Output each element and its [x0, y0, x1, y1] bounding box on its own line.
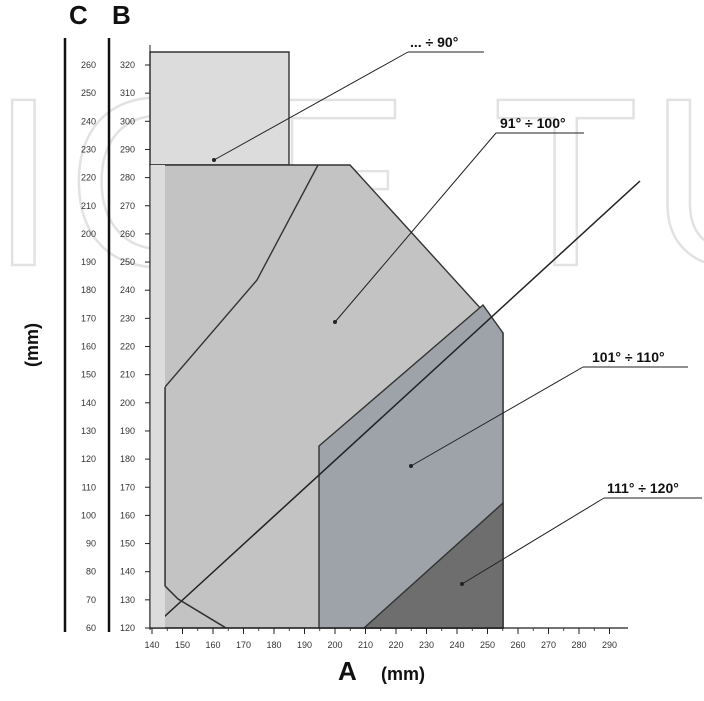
- label-101-110: 101° ÷ 110°: [409, 349, 688, 468]
- b-axis-ticks: 120 130 140 150 160 170 180 190 200 210 220 230 240 2…: [120, 60, 150, 633]
- x-tick-label: 160: [205, 640, 220, 650]
- b-tick-label: 150: [120, 539, 135, 549]
- c-tick-label: 120: [81, 454, 96, 464]
- b-tick-label: 200: [120, 398, 135, 408]
- b-tick-label: 300: [120, 116, 135, 126]
- x-tick-label: 250: [480, 640, 495, 650]
- b-tick-label: 180: [120, 454, 135, 464]
- zone-boundary-line-2: [164, 387, 227, 629]
- c-tick-label: 90: [86, 539, 96, 549]
- c-tick-label: 110: [82, 482, 96, 492]
- x-tick-label: 180: [266, 640, 281, 650]
- b-tick-label: 320: [120, 60, 135, 70]
- b-tick-label: 160: [120, 510, 135, 520]
- x-tick-label: 150: [175, 640, 190, 650]
- x-tick-label: 200: [327, 640, 342, 650]
- b-tick-label: 170: [120, 482, 135, 492]
- c-tick-label: 240: [81, 116, 96, 126]
- c-tick-label: 130: [81, 426, 96, 436]
- label-111-120: 111° ÷ 120°: [460, 480, 702, 586]
- b-tick-label: 270: [120, 201, 135, 211]
- c-tick-label: 70: [86, 595, 96, 605]
- zone-label-101-110: 101° ÷ 110°: [592, 349, 665, 365]
- b-tick-label: 240: [120, 285, 135, 295]
- c-tick-label: 200: [81, 229, 96, 239]
- b-tick-label: 310: [120, 88, 135, 98]
- c-tick-label: 160: [81, 342, 96, 352]
- zone-up-to-90-left-strip: [150, 165, 165, 628]
- b-tick-label: 290: [120, 144, 135, 154]
- c-tick-label: 140: [81, 398, 96, 408]
- b-tick-label: 210: [120, 370, 135, 380]
- axis-a-letter: A: [338, 656, 357, 686]
- c-tick-label: 60: [86, 623, 96, 633]
- c-tick-label: 180: [81, 285, 96, 295]
- b-tick-label: 260: [120, 229, 135, 239]
- x-axis-ticks: 140 150 160 170 180 190 200 210 220 230 240 250 260 2…: [144, 628, 617, 650]
- x-tick-label: 140: [144, 640, 159, 650]
- zone-label-up-to-90: ... ÷ 90°: [410, 34, 458, 50]
- x-tick-label: 240: [449, 640, 464, 650]
- c-tick-label: 230: [81, 144, 96, 154]
- axis-c-letter: C: [69, 0, 88, 30]
- c-tick-label: 190: [81, 257, 96, 267]
- c-tick-label: 220: [81, 173, 96, 183]
- b-tick-label: 130: [120, 595, 135, 605]
- b-tick-label: 220: [120, 342, 135, 352]
- zone-label-91-100: 91° ÷ 100°: [500, 115, 566, 131]
- x-tick-label: 170: [236, 640, 251, 650]
- x-tick-label: 230: [419, 640, 434, 650]
- c-tick-label: 250: [81, 88, 96, 98]
- axis-b-letter: B: [112, 0, 131, 30]
- zone-label-111-120: 111° ÷ 120°: [607, 480, 679, 496]
- y-unit-label: (mm): [22, 323, 42, 367]
- c-tick-label: 150: [81, 370, 96, 380]
- x-tick-label: 290: [602, 640, 617, 650]
- b-tick-label: 140: [120, 567, 135, 577]
- x-tick-label: 280: [571, 640, 586, 650]
- label-91-100: 91° ÷ 100°: [333, 115, 584, 324]
- label-up-to-90: ... ÷ 90°: [212, 34, 484, 162]
- x-unit-label: (mm): [381, 664, 425, 684]
- b-tick-label: 120: [120, 623, 135, 633]
- x-tick-label: 220: [388, 640, 403, 650]
- c-tick-label: 170: [81, 313, 96, 323]
- b-tick-label: 280: [120, 173, 135, 183]
- zone-up-to-90: [149, 51, 290, 166]
- b-tick-label: 230: [120, 313, 135, 323]
- b-tick-label: 250: [120, 257, 135, 267]
- x-tick-label: 210: [358, 640, 373, 650]
- c-tick-label: 100: [81, 510, 96, 520]
- c-tick-label: 80: [86, 567, 96, 577]
- x-tick-label: 190: [297, 640, 312, 650]
- c-tick-label: 210: [81, 201, 96, 211]
- c-tick-label: 260: [81, 60, 96, 70]
- c-axis-ticks: 60 70 80 90 100 110 120 130 140 150 160 170 180 190 20…: [81, 60, 96, 633]
- diagonal-reference-line: [151, 180, 641, 629]
- b-tick-label: 190: [120, 426, 135, 436]
- x-tick-label: 260: [510, 640, 525, 650]
- x-tick-label: 270: [541, 640, 556, 650]
